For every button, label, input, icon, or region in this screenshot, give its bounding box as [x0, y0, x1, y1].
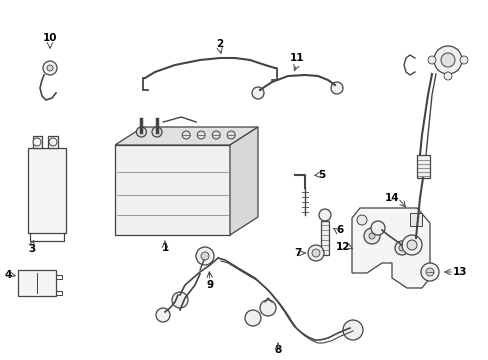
Text: 8: 8 — [274, 345, 281, 355]
Text: 1: 1 — [161, 243, 168, 253]
Circle shape — [311, 249, 319, 257]
Circle shape — [244, 310, 261, 326]
Circle shape — [212, 131, 220, 139]
Circle shape — [433, 46, 461, 74]
Circle shape — [307, 245, 324, 261]
Circle shape — [49, 138, 57, 146]
Circle shape — [342, 320, 362, 340]
Circle shape — [33, 138, 41, 146]
Circle shape — [356, 215, 366, 225]
Polygon shape — [115, 127, 258, 145]
Polygon shape — [18, 270, 56, 296]
Circle shape — [172, 292, 187, 308]
Text: 7: 7 — [294, 248, 301, 258]
Circle shape — [443, 72, 451, 80]
Circle shape — [182, 131, 190, 139]
Polygon shape — [229, 127, 258, 235]
Polygon shape — [28, 148, 66, 233]
Circle shape — [406, 240, 416, 250]
Circle shape — [370, 221, 384, 235]
Circle shape — [330, 82, 342, 94]
Circle shape — [197, 131, 205, 139]
Polygon shape — [33, 136, 42, 148]
Polygon shape — [351, 208, 429, 288]
Circle shape — [201, 252, 208, 260]
Polygon shape — [48, 136, 58, 148]
Polygon shape — [115, 145, 229, 235]
Circle shape — [420, 263, 438, 281]
Circle shape — [398, 245, 404, 251]
Polygon shape — [416, 155, 429, 178]
Circle shape — [136, 127, 146, 137]
Circle shape — [425, 268, 433, 276]
Circle shape — [401, 235, 421, 255]
Circle shape — [440, 53, 454, 67]
Circle shape — [156, 308, 170, 322]
Circle shape — [318, 209, 330, 221]
Text: 13: 13 — [452, 267, 467, 277]
Circle shape — [363, 228, 379, 244]
Circle shape — [227, 131, 235, 139]
Text: 4: 4 — [4, 270, 12, 280]
Text: 9: 9 — [206, 280, 213, 290]
Text: 11: 11 — [289, 53, 304, 63]
Text: 10: 10 — [42, 33, 57, 43]
Circle shape — [43, 61, 57, 75]
Circle shape — [260, 300, 275, 316]
Circle shape — [394, 241, 408, 255]
Text: 12: 12 — [335, 242, 349, 252]
Text: 3: 3 — [28, 244, 36, 254]
Polygon shape — [320, 221, 328, 255]
Circle shape — [152, 127, 162, 137]
Circle shape — [427, 56, 435, 64]
Circle shape — [196, 247, 214, 265]
Text: 5: 5 — [318, 170, 325, 180]
Circle shape — [251, 87, 264, 99]
Text: 6: 6 — [336, 225, 343, 235]
Text: 2: 2 — [216, 39, 223, 49]
Circle shape — [459, 56, 467, 64]
Polygon shape — [409, 213, 421, 226]
Text: 14: 14 — [384, 193, 399, 203]
Circle shape — [368, 233, 374, 239]
Circle shape — [47, 65, 53, 71]
